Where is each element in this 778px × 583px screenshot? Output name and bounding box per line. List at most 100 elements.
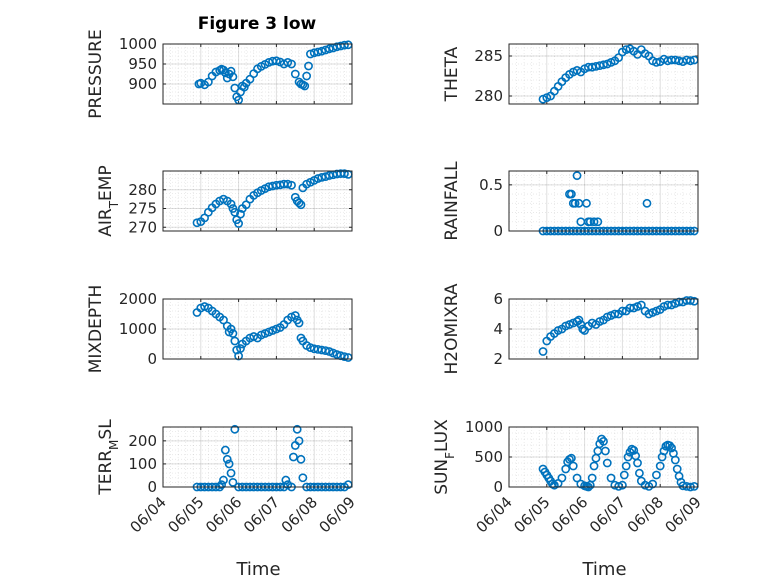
y-tick-label: 1000 <box>119 35 157 53</box>
data-point <box>597 434 607 444</box>
data-point <box>557 473 567 483</box>
x-axis-label-8: Time <box>581 559 626 580</box>
x-tick-label: 06/06 <box>202 493 245 536</box>
data-point <box>566 189 576 199</box>
x-tick-label: 06/07 <box>586 493 629 536</box>
data-point <box>224 459 234 469</box>
axes-frame-1 <box>162 43 353 105</box>
data-point <box>317 46 327 56</box>
data-point <box>324 44 334 54</box>
y-tick-label: 500 <box>474 448 503 466</box>
data-point <box>629 445 639 455</box>
data-point <box>670 455 680 465</box>
x-tick-label: 06/04 <box>473 493 516 536</box>
data-point <box>340 169 349 179</box>
x-tick-label: 06/08 <box>624 493 667 536</box>
data-point <box>287 180 296 190</box>
x-tick-label: 06/05 <box>164 493 207 536</box>
data-point <box>635 468 644 478</box>
data-point <box>302 71 312 81</box>
data-point <box>593 217 603 227</box>
data-point <box>226 468 236 478</box>
data-point <box>294 436 304 446</box>
data-point <box>686 296 695 305</box>
axes-frame-8 <box>508 426 699 488</box>
data-point <box>648 479 658 489</box>
subplot-1: 900 950 1000 PRESSURE <box>86 29 353 119</box>
data-point <box>667 443 676 453</box>
data-point <box>203 77 213 87</box>
data-point <box>572 171 582 181</box>
data-point <box>633 458 642 468</box>
data-point <box>219 315 228 325</box>
x-tick-label: 06/05 <box>510 493 553 536</box>
y-tick-label: 4 <box>493 320 503 338</box>
y-tick-label: 270 <box>128 218 157 236</box>
y-axis-label-7: TERRMSL <box>96 419 121 496</box>
data-point <box>619 470 629 480</box>
subplot-5: 0 1000 2000 MIXDEPTH <box>86 285 353 374</box>
data-point <box>220 68 230 78</box>
data-point <box>340 40 349 50</box>
data-point <box>659 446 669 456</box>
y-tick-label: 100 <box>128 455 157 473</box>
data-point <box>572 473 582 483</box>
data-point <box>294 318 304 328</box>
data-point <box>300 81 310 91</box>
x-tick-label: 06/08 <box>278 493 321 536</box>
data-point <box>600 446 610 456</box>
data-point <box>234 219 243 228</box>
x-tick-label: 06/07 <box>240 493 283 536</box>
y-axis-label-1: PRESSURE <box>86 29 106 118</box>
data-point <box>321 45 330 55</box>
data-point <box>281 475 291 485</box>
y-axis-label-2: THETA <box>442 46 462 102</box>
data-point <box>587 473 597 483</box>
data-point <box>589 461 599 471</box>
data-point <box>665 441 675 450</box>
data-point <box>574 315 584 325</box>
data-point <box>582 198 591 208</box>
y-tick-label: 900 <box>128 75 157 93</box>
data-point <box>566 453 576 463</box>
axes-frame-5 <box>162 298 353 360</box>
data-point <box>614 481 624 491</box>
y-axis-label-4: RAINFALL <box>442 161 462 241</box>
subplot-4: 0 0.5 RAINFALL <box>442 161 699 241</box>
subplot-6: 2 4 6 H2OMIXRA <box>442 283 699 375</box>
data-point <box>219 475 228 485</box>
axes-frame-4 <box>508 170 699 232</box>
data-point <box>321 346 330 355</box>
data-point <box>304 61 313 71</box>
data-point <box>606 473 616 483</box>
x-tick-label: 06/06 <box>548 493 591 536</box>
y-axis-label-8: SUNFLUX <box>432 419 457 495</box>
axes-frame-7 <box>162 426 353 488</box>
y-tick-label: 0 <box>147 478 157 496</box>
data-point <box>236 344 245 353</box>
y-tick-label: 2 <box>493 350 503 368</box>
y-axis-label-5: MIXDEPTH <box>86 285 106 374</box>
data-point <box>570 198 580 208</box>
y-tick-label: 280 <box>128 181 157 199</box>
y-axis-label-3: AIRTEMP <box>96 165 121 236</box>
x-tick-label: 06/04 <box>127 493 170 536</box>
data-point <box>621 461 631 471</box>
axes-frame-2 <box>508 43 699 105</box>
data-point <box>226 66 236 76</box>
y-tick-label: 6 <box>493 290 503 308</box>
data-point <box>228 477 238 487</box>
data-point <box>228 72 238 82</box>
data-point <box>332 350 342 359</box>
data-point <box>618 480 627 490</box>
y-tick-label: 0 <box>147 350 157 368</box>
data-point <box>271 56 281 66</box>
data-point <box>652 58 661 67</box>
data-point <box>236 209 245 219</box>
y-tick-label: 1000 <box>119 320 157 338</box>
data-point <box>294 198 304 208</box>
plot-area-4 <box>508 170 699 232</box>
data-point <box>230 83 240 93</box>
